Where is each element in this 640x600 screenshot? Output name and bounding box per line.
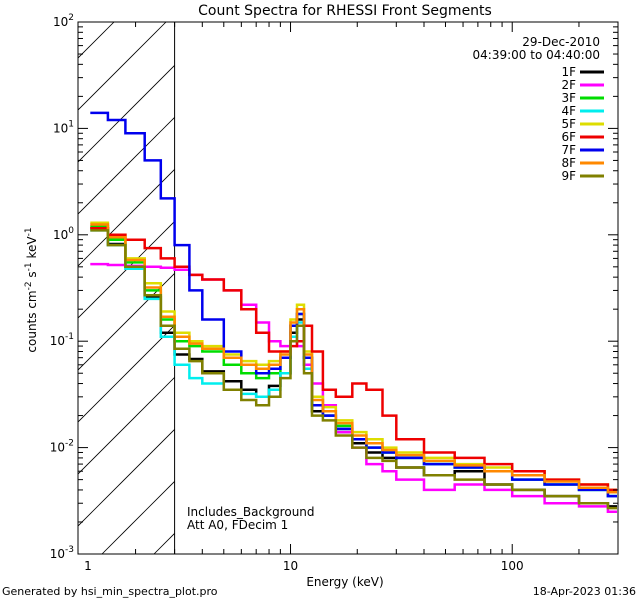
series-line-8F (90, 223, 617, 494)
x-tick-label: 10 (283, 559, 298, 573)
legend-label: 2F (561, 78, 576, 92)
hatch-line (622, 0, 640, 554)
hatch-line (101, 480, 175, 554)
legend-label: 9F (561, 169, 576, 183)
legend-label: 6F (561, 130, 576, 144)
hatch-line (0, 0, 130, 554)
hatch-line (78, 168, 175, 267)
y-tick-label: 102 (53, 13, 74, 29)
hatch-line (78, 22, 167, 111)
y-tick-label: 10-2 (50, 439, 74, 455)
legend-label: 8F (561, 156, 576, 170)
series-line-1F (90, 227, 617, 508)
hatch-line (78, 428, 175, 527)
series-lines (90, 111, 617, 513)
hatch-line (78, 116, 175, 215)
annotation-background: Includes_Background (187, 505, 315, 519)
y-tick-label: 10-1 (50, 332, 74, 348)
series-line-5F (90, 221, 617, 492)
footer-generated-by: Generated by hsi_min_spectra_plot.pro (2, 585, 218, 598)
hatch-line (570, 0, 640, 554)
annotation-attenuator: Att A0, FDecim 1 (187, 518, 288, 532)
hatch-line (78, 64, 175, 163)
legend-label: 1F (561, 65, 576, 79)
y-axis-label: counts cm-2 s-1 keV-1 (24, 227, 39, 352)
hatch-line (0, 0, 78, 554)
footer-timestamp: 18-Apr-2023 01:36 (533, 585, 636, 598)
x-tick-label: 1 (84, 559, 92, 573)
y-tick-label: 10-3 (50, 545, 74, 561)
legend-label: 5F (561, 117, 576, 131)
plot-frame (77, 21, 619, 555)
y-tick-label: 100 (53, 226, 74, 242)
y-tick-label: 101 (53, 119, 74, 135)
time-range-label: 04:39:00 to 04:40:00 (473, 48, 600, 62)
legend-label: 7F (561, 143, 576, 157)
date-label: 29-Dec-2010 (522, 35, 600, 49)
axes: 1 10 100 10-3 10-2 10-1 100 101 102 (50, 13, 619, 573)
hatch-line (78, 272, 175, 371)
series-line-7F (90, 111, 617, 498)
series-line-9F (90, 229, 617, 510)
x-axis-label: Energy (keV) (306, 575, 383, 589)
x-tick-label: 100 (501, 559, 524, 573)
series-line-4F (90, 229, 617, 498)
hatch-line (78, 220, 175, 319)
legend-label: 3F (561, 91, 576, 105)
chart-title: Count Spectra for RHESSI Front Segments (198, 3, 492, 19)
hatch-line (258, 0, 640, 554)
legend-label: 4F (561, 104, 576, 118)
hatch-line (78, 376, 175, 475)
